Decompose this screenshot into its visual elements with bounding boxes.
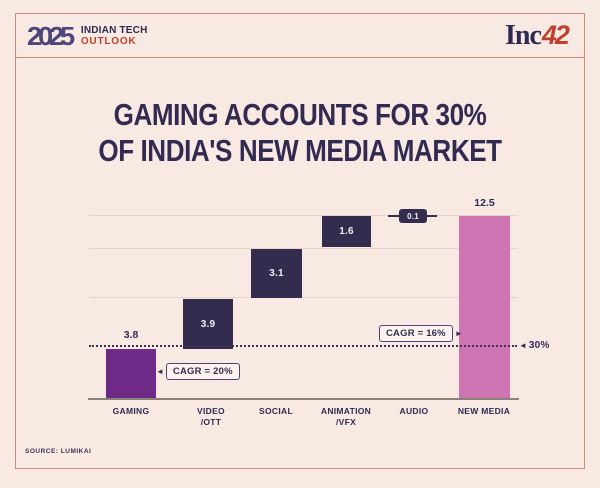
x-label-gaming-line1: GAMING (112, 406, 150, 416)
x-label-new-media: NEW MEDIA (448, 406, 520, 417)
arrow-right-icon: ► (454, 328, 463, 338)
logo-wordmark: INDIAN TECH OUTLOOK (80, 25, 148, 47)
source-credit: SOURCE: LUMIKAI (25, 448, 92, 455)
gaming-cagr-annotation: ◄ CAGR = 20% (154, 363, 240, 380)
logo-line-outlook: OUTLOOK (80, 35, 137, 47)
bar-new-media (459, 216, 510, 398)
page-title-line-2: OF INDIA'S NEW MEDIA MARKET (98, 132, 502, 168)
x-label-social: SOCIAL (246, 406, 306, 417)
x-label-video-line1: VIDEO (197, 406, 225, 416)
x-label-gaming: GAMING (96, 406, 166, 417)
logo-year-2025: 2025 (27, 21, 75, 51)
arrow-left-icon: ◄ (156, 366, 164, 376)
inc42-logo: Inc 42 (505, 20, 570, 52)
bar-video-ott: 3.9 (183, 299, 233, 349)
inc42-logo-inc: Inc (505, 20, 542, 51)
gridline-level-12-4 (89, 215, 518, 216)
page-frame (15, 13, 585, 469)
bar-video-ott-value: 3.9 (200, 318, 216, 330)
thirty-percent-reference-line (89, 345, 517, 347)
x-label-audio-line1: AUDIO (399, 406, 429, 416)
x-axis-baseline (88, 398, 519, 400)
gridline-level-7-7 (89, 297, 518, 298)
bar-social: 3.1 (251, 249, 302, 298)
thirty-percent-marker: ◄ 30% (517, 340, 550, 351)
indian-tech-outlook-logo: 2025 INDIAN TECH OUTLOOK (27, 21, 148, 52)
bar-gaming-value: 3.8 (123, 329, 139, 341)
bar-social-value: 3.1 (269, 268, 284, 279)
page-title-line-1: GAMING ACCOUNTS FOR 30% (113, 97, 487, 132)
thirty-percent-label: 30% (528, 340, 550, 351)
inc42-logo-42: 42 (541, 20, 570, 50)
bar-audio: 0.1 (399, 209, 427, 223)
x-label-animation-line2: /VFX (335, 417, 357, 428)
gridline-level-10-8 (89, 248, 518, 249)
bar-gaming (106, 349, 156, 398)
x-label-video-line2: /OTT (200, 417, 222, 428)
x-label-video-ott: VIDEO /OTT (181, 406, 241, 429)
bar-animation-vfx-value: 1.6 (339, 226, 354, 237)
new-media-cagr-annotation: CAGR = 16% ► (379, 325, 465, 342)
arrow-left-icon: ◄ (519, 340, 527, 350)
gaming-cagr-label: CAGR = 20% (165, 363, 240, 380)
header-divider (15, 57, 585, 58)
x-label-animation-vfx: ANIMATION /VFX (311, 406, 381, 429)
logo-line-indian-tech: INDIAN TECH (80, 25, 148, 36)
bar-audio-value: 0.1 (407, 211, 419, 221)
x-label-social-line1: SOCIAL (259, 406, 293, 416)
bar-animation-vfx: 1.6 (322, 216, 371, 247)
x-label-new-media-line1: NEW MEDIA (457, 406, 511, 416)
x-label-audio: AUDIO (389, 406, 439, 417)
x-label-animation-line1: ANIMATION (320, 406, 372, 416)
new-media-cagr-label: CAGR = 16% (379, 325, 453, 342)
bar-new-media-value: 12.5 (474, 197, 495, 209)
page-title: GAMING ACCOUNTS FOR 30% OF INDIA'S NEW M… (0, 97, 600, 169)
